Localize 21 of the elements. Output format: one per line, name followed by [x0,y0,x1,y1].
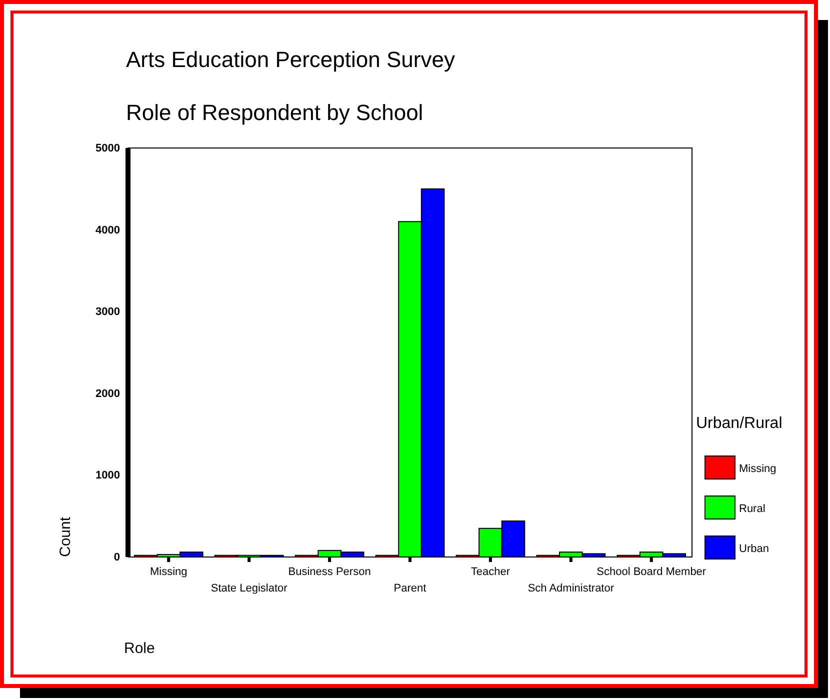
x-tick-label: Business Person [288,566,371,578]
x-tick-label: School Board Member [596,566,706,578]
y-tick-label: 1000 [96,470,120,482]
x-tick-label: Sch Administrator [528,582,614,594]
chart-subtitle: Role of Respondent by School [126,100,424,125]
legend-label: Urban [739,543,769,555]
x-tick-label: Parent [394,582,426,594]
x-axis-title: Role [124,640,155,657]
legend-title: Urban/Rural [696,415,782,432]
y-axis-title: Count [57,516,74,557]
chart-title: Arts Education Perception Survey [126,47,455,72]
x-tick-label: Teacher [470,566,510,578]
legend-label: Missing [739,463,776,475]
y-tick-label: 2000 [96,388,120,400]
y-tick-label: 5000 [96,142,120,155]
y-tick-label: 4000 [96,224,120,236]
y-tick-label: 3000 [96,306,120,318]
y-tick-label: 0 [114,552,120,564]
x-tick-label: State Legislator [210,582,288,594]
x-tick-label: Missing [150,566,188,578]
legend-label: Rural [739,503,766,515]
